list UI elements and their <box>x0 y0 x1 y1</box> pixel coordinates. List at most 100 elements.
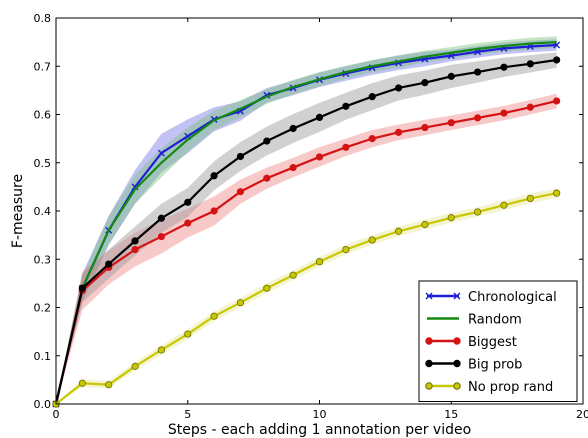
data-point-big-prob <box>315 113 324 121</box>
data-point-no-prop-rand <box>368 236 376 244</box>
data-point-no-prop-rand <box>263 284 271 292</box>
marker-stroke <box>157 149 165 157</box>
data-point-no-prop-rand <box>236 299 245 307</box>
y-tick-label: 0.6 <box>34 109 52 122</box>
legend-marker <box>453 292 461 300</box>
data-point-big-prob <box>421 79 429 87</box>
data-point-no-prop-rand <box>131 362 139 370</box>
data-point-no-prop-rand <box>553 189 561 197</box>
y-axis-label: F-measure <box>10 174 26 248</box>
legend-marker <box>425 382 433 390</box>
data-point-big-prob <box>78 284 86 292</box>
data-point-big-prob <box>553 56 561 64</box>
data-point-chronological <box>131 183 139 191</box>
data-point-biggest <box>553 97 561 105</box>
data-point-biggest <box>394 128 403 136</box>
marker-stroke <box>553 41 561 49</box>
x-tick-label: 15 <box>444 408 458 421</box>
legend-marker <box>453 382 461 390</box>
data-point-big-prob <box>105 260 113 268</box>
data-point-biggest <box>289 163 297 172</box>
data-point-no-prop-rand <box>473 208 482 216</box>
legend-marker <box>453 359 461 368</box>
legend-label: Random <box>468 313 522 328</box>
legend-item-big-prob: Big prob <box>425 358 522 373</box>
data-point-big-prob <box>342 102 350 110</box>
data-point-biggest <box>236 188 245 196</box>
series-line-big-prob <box>54 58 557 405</box>
legend: Chronological Random Biggest Big prob No pro… <box>418 280 578 402</box>
data-point-big-prob <box>131 237 139 245</box>
data-point-biggest <box>263 174 271 182</box>
marker-stroke <box>236 107 244 115</box>
data-point-no-prop-rand <box>157 346 165 354</box>
data-point-biggest <box>421 123 429 132</box>
marker-stroke <box>131 183 139 191</box>
x-tick-label: 5 <box>184 408 191 421</box>
data-point-no-prop-rand <box>500 201 508 209</box>
data-point-biggest <box>500 109 508 117</box>
marker-stroke <box>184 132 192 140</box>
data-point-big-prob <box>210 172 218 180</box>
y-tick-label: 0.4 <box>34 205 52 218</box>
data-point-no-prop-rand <box>342 246 350 254</box>
legend-label: Chronological <box>468 290 557 305</box>
x-axis-label: Steps - each adding 1 annotation per vid… <box>168 422 471 438</box>
y-tick-label: 0.3 <box>34 253 52 266</box>
data-point-biggest <box>473 114 482 122</box>
y-tick-label: 0.5 <box>34 157 52 170</box>
legend-label: Big prob <box>468 358 522 373</box>
band-chronological <box>56 39 557 404</box>
data-point-big-prob <box>157 214 165 222</box>
series-lines <box>52 41 561 408</box>
marker-stroke <box>474 48 482 56</box>
data-point-no-prop-rand <box>289 271 297 279</box>
data-point-no-prop-rand <box>394 227 403 235</box>
data-point-biggest <box>342 143 350 151</box>
legend-item-chronological: Chronological <box>425 290 557 305</box>
legend-item-random: Random <box>427 313 522 328</box>
data-point-big-prob <box>184 198 192 206</box>
data-point-no-prop-rand <box>105 381 113 389</box>
data-point-no-prop-rand <box>210 312 218 320</box>
data-point-biggest <box>526 103 534 111</box>
series-line-biggest <box>54 99 557 405</box>
data-point-no-prop-rand <box>421 220 429 229</box>
series-line-no-prop-rand <box>55 192 557 405</box>
series-line-random <box>54 41 557 405</box>
x-tick-label: 0 <box>53 408 60 421</box>
data-point-big-prob <box>263 137 271 145</box>
y-tick-label: 0.1 <box>34 350 52 363</box>
data-point-biggest <box>131 246 139 254</box>
data-point-no-prop-rand <box>78 379 86 387</box>
y-tick-label: 0.8 <box>34 12 52 25</box>
data-point-no-prop-rand <box>184 330 192 338</box>
data-point-big-prob <box>236 152 245 161</box>
y-tick-label: 0.2 <box>34 302 52 315</box>
data-point-big-prob <box>473 68 482 76</box>
x-tick-label: 20 <box>576 408 588 421</box>
data-point-chronological <box>157 149 165 157</box>
data-point-no-prop-rand <box>526 194 534 203</box>
data-point-big-prob <box>500 63 508 71</box>
legend-marker <box>425 337 433 345</box>
data-point-big-prob <box>289 124 297 133</box>
marker-stroke <box>447 52 455 60</box>
data-point-biggest <box>184 219 192 227</box>
legend-marker <box>425 359 433 368</box>
x-tick-label: 10 <box>313 408 327 421</box>
legend-item-biggest: Biggest <box>425 335 517 350</box>
data-point-biggest <box>157 232 165 241</box>
data-point-no-prop-rand <box>447 214 455 222</box>
y-tick-label: 0.0 <box>34 398 52 411</box>
data-point-biggest <box>447 119 455 127</box>
data-point-biggest <box>368 135 376 143</box>
data-point-big-prob <box>368 93 376 101</box>
data-point-biggest <box>210 207 218 215</box>
band-biggest <box>56 93 557 404</box>
data-point-big-prob <box>447 72 455 80</box>
legend-marker <box>453 337 461 345</box>
legend-label: No prop rand <box>468 380 553 395</box>
